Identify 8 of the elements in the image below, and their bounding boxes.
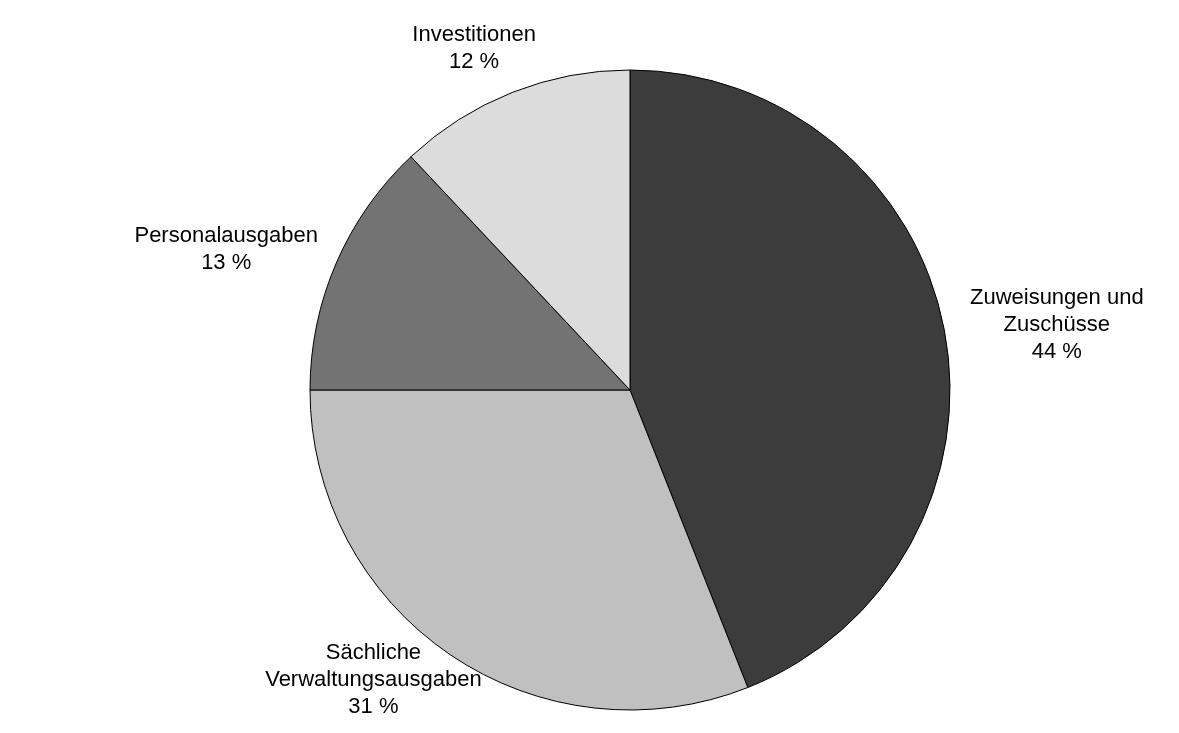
slice-label: Zuweisungen und Zuschüsse	[969, 283, 1144, 336]
slice-label: Sächliche Verwaltungsausgaben	[265, 639, 482, 692]
data-label: 44 %	[1031, 337, 1082, 363]
slice-label: Personalausgaben	[134, 222, 318, 248]
data-label: 13 %	[201, 249, 252, 275]
slice-label: Investitionen	[412, 21, 536, 47]
data-label: 12 %	[449, 48, 500, 74]
data-label: 31 %	[348, 693, 399, 719]
